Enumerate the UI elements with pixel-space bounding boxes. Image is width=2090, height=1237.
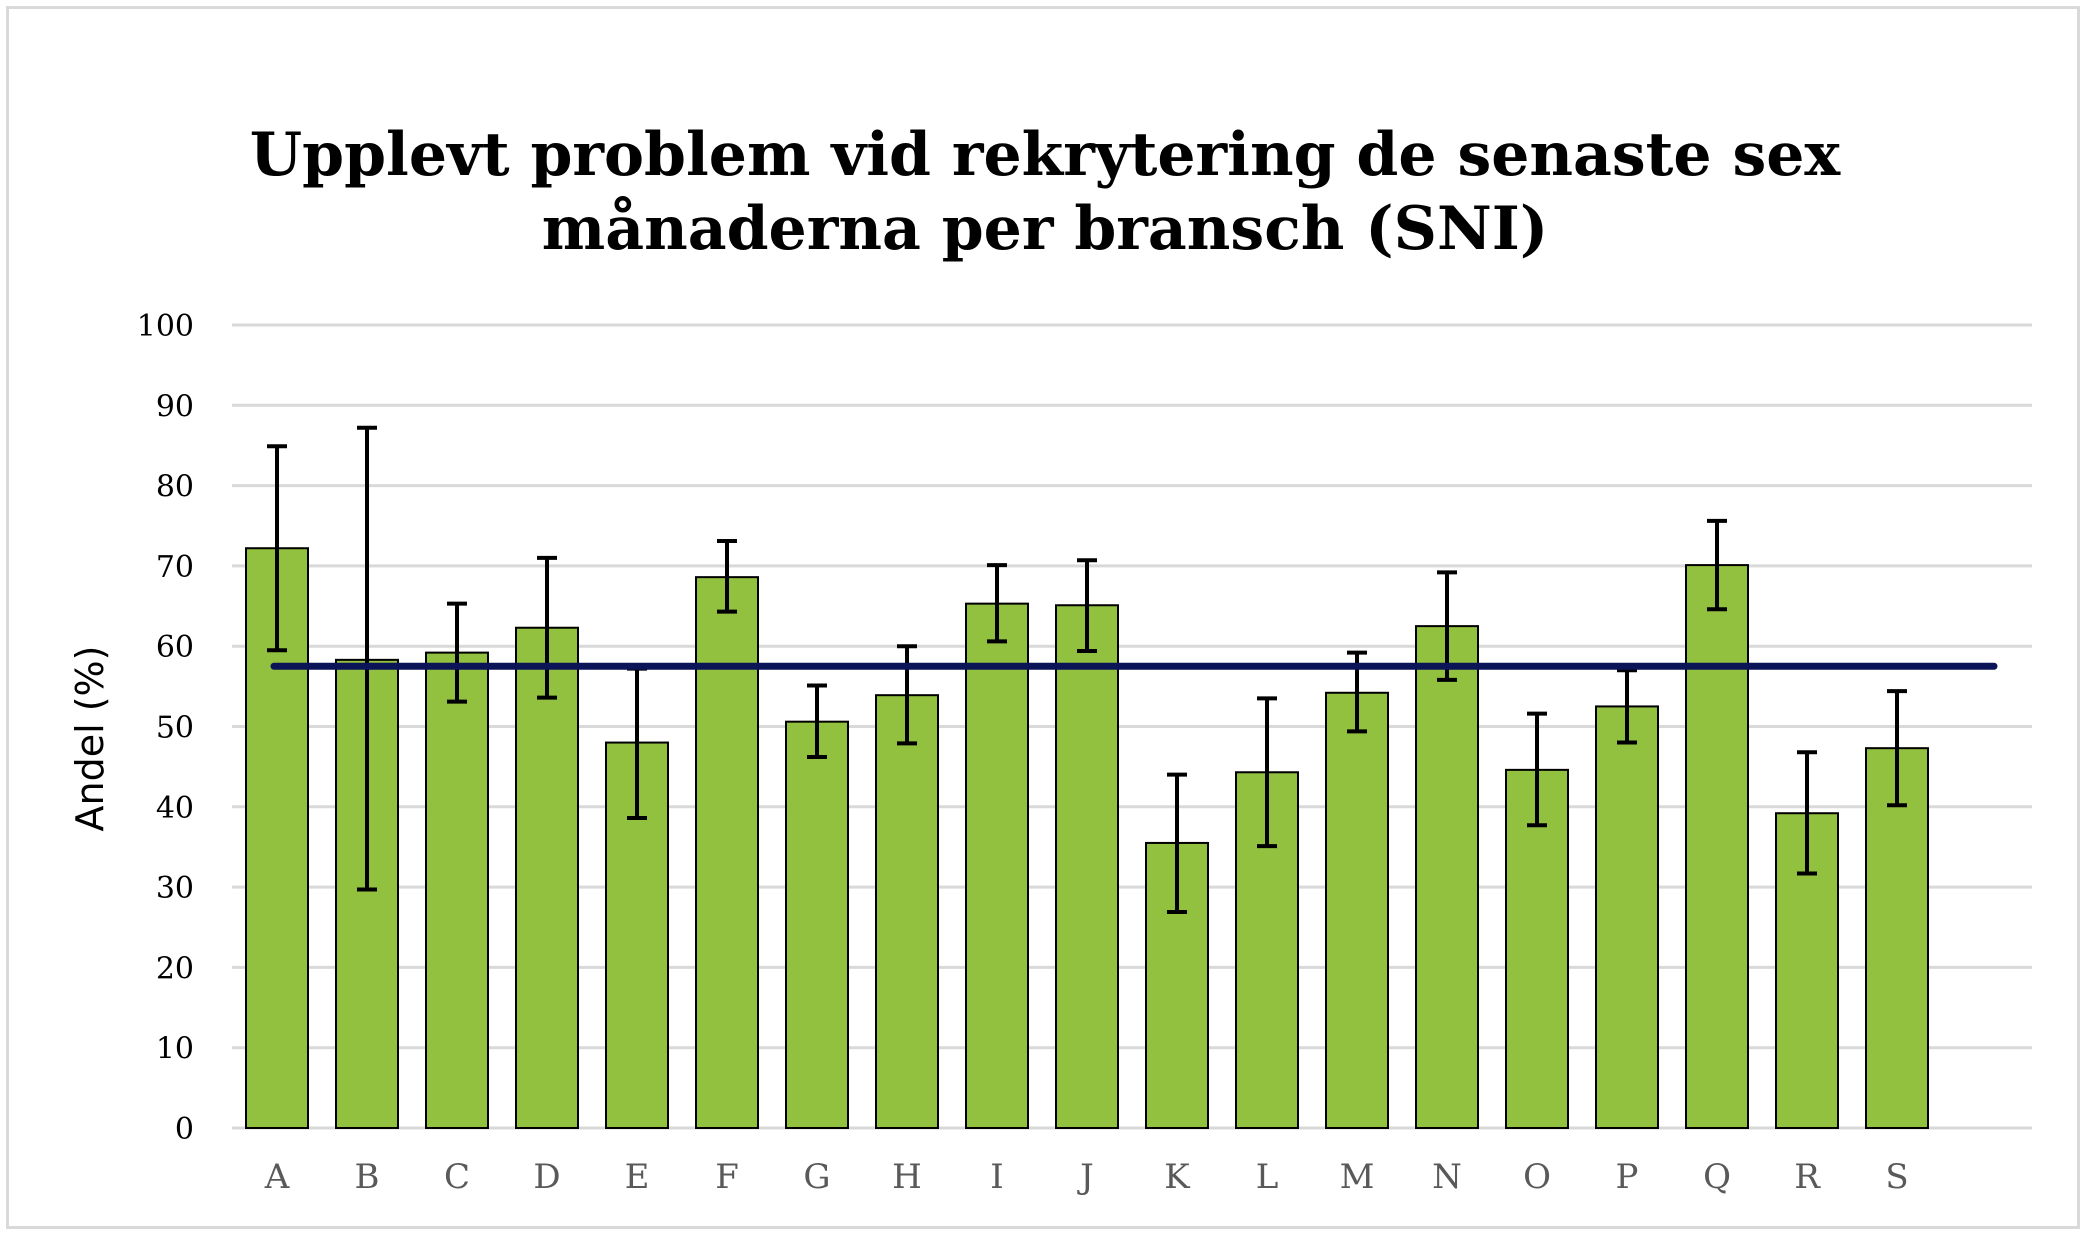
- error-bar-D: [537, 555, 557, 700]
- x-tick-label-I: I: [990, 1157, 1003, 1197]
- x-tick-label-A: A: [264, 1157, 290, 1197]
- error-bar-A: [267, 444, 287, 653]
- bar-J: [1055, 604, 1119, 1129]
- chart-title: Upplevt problem vid rekrytering de senas…: [0, 118, 2090, 266]
- error-bar-S: [1887, 689, 1907, 808]
- error-bar-I: [987, 563, 1007, 644]
- bar-Q: [1685, 564, 1749, 1129]
- bar-D: [515, 626, 579, 1130]
- x-tick-label-S: S: [1885, 1157, 1908, 1197]
- error-bar-C: [447, 601, 467, 704]
- y-tick-label: 90: [156, 389, 194, 424]
- y-tick-label: 40: [156, 791, 194, 826]
- error-bar-B: [357, 425, 377, 892]
- x-tick-label-O: O: [1523, 1157, 1551, 1197]
- error-bars: [267, 425, 1907, 914]
- x-tick-label-H: H: [892, 1157, 922, 1197]
- bar-M: [1325, 691, 1389, 1129]
- error-bar-F: [717, 539, 737, 614]
- bar-C: [425, 651, 489, 1130]
- y-tick-label: 10: [156, 1032, 194, 1067]
- x-tick-label-Q: Q: [1703, 1157, 1731, 1197]
- x-tick-label-G: G: [803, 1157, 830, 1197]
- x-tick-label-F: F: [715, 1157, 739, 1197]
- x-tick-label-L: L: [1256, 1157, 1279, 1197]
- bar-N: [1415, 625, 1479, 1129]
- error-bar-H: [897, 644, 917, 746]
- error-bar-K: [1167, 772, 1187, 914]
- x-tick-label-K: K: [1164, 1157, 1190, 1197]
- bar-G: [785, 720, 849, 1129]
- error-bar-P: [1617, 668, 1637, 745]
- x-tick-label-D: D: [533, 1157, 560, 1197]
- x-tick-label-E: E: [625, 1157, 650, 1197]
- y-tick-label: 50: [156, 711, 194, 746]
- y-tick-label: 60: [156, 630, 194, 665]
- y-tick-label: 80: [156, 470, 194, 505]
- y-axis-label: Andel (%): [68, 646, 112, 832]
- bar-I: [965, 602, 1029, 1129]
- x-tick-label-J: J: [1077, 1157, 1094, 1197]
- error-bar-Q: [1707, 518, 1727, 612]
- error-bar-G: [807, 683, 827, 760]
- y-tick-label: 100: [137, 309, 194, 344]
- bar-P: [1595, 705, 1659, 1129]
- x-tick-label-N: N: [1432, 1157, 1462, 1197]
- x-tick-label-P: P: [1616, 1157, 1639, 1197]
- y-tick-label: 0: [175, 1112, 194, 1147]
- bar-H: [875, 694, 939, 1129]
- x-tick-label-B: B: [355, 1157, 380, 1197]
- x-tick-label-C: C: [444, 1157, 470, 1197]
- x-tick-label-M: M: [1340, 1157, 1375, 1197]
- chart-title-line-2: månaderna per bransch (SNI): [541, 194, 1549, 264]
- error-bar-R: [1797, 750, 1817, 876]
- gridlines: [232, 323, 2032, 1130]
- y-tick-label: 70: [156, 550, 194, 585]
- y-tick-label: 30: [156, 871, 194, 906]
- error-bar-N: [1437, 570, 1457, 682]
- bar-F: [695, 576, 759, 1129]
- error-bar-L: [1257, 696, 1277, 849]
- x-tick-label-R: R: [1794, 1157, 1821, 1197]
- error-bar-O: [1527, 711, 1547, 828]
- error-bar-J: [1077, 558, 1097, 654]
- x-axis-ticks: A B C D E F G H I J K L M N O P Q R S: [264, 1157, 1909, 1197]
- bar-O: [1505, 768, 1569, 1129]
- y-axis-ticks: 0 10 20 30 40 50 60 70 80 90 100: [137, 309, 194, 1147]
- y-tick-label: 20: [156, 951, 194, 986]
- chart-title-line-1: Upplevt problem vid rekrytering de senas…: [249, 120, 1841, 190]
